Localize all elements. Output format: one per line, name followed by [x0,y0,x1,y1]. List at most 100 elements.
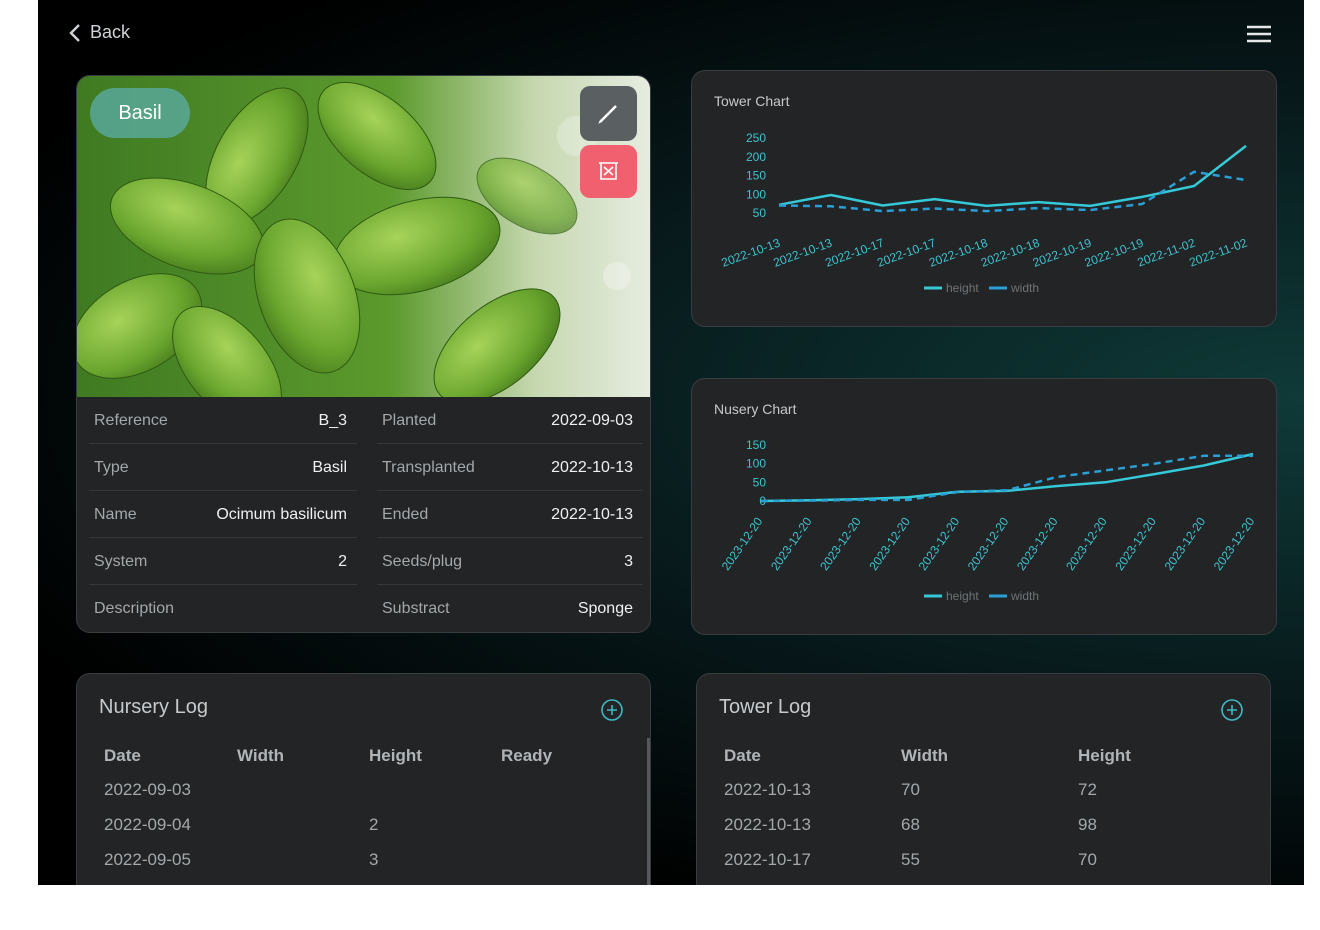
detail-value: Basil [312,459,347,476]
back-label: Back [90,22,131,42]
y-tick-label: 50 [753,206,767,220]
x-tick-label: 2022-10-17 [823,236,886,270]
x-tick-label: 2022-10-18 [927,236,990,270]
app: Back Basil Reference B_3 [38,0,1304,885]
column-header: Ready [501,746,553,765]
log-cell: 55 [901,850,920,869]
column-header: Width [901,746,949,765]
y-tick-label: 50 [753,475,767,489]
log-title: Nursery Log [99,696,208,718]
detail-label: Seeds/plug [382,553,463,570]
x-tick-label: 2023-12-20 [1162,514,1209,573]
log-cell: 70 [901,780,920,799]
y-tick-label: 100 [746,457,766,471]
log-cell: 2022-10-13 [724,815,811,834]
detail-value: B_3 [318,412,347,429]
detail-label: Substract [382,600,450,617]
log-cell: 68 [901,815,920,834]
detail-value: 2022-10-13 [551,459,633,476]
legend-label: width [1010,589,1039,603]
y-tick-label: 100 [746,187,766,201]
detail-value: 2022-10-13 [551,506,633,523]
log-cell: 3 [369,850,379,869]
x-tick-label: 2023-12-20 [916,514,963,573]
log-cell: 70 [1078,850,1097,869]
log-cell: 2 [369,815,379,834]
x-tick-label: 2022-11-02 [1187,236,1249,270]
legend-label: width [1010,281,1039,295]
x-tick-label: 2023-12-20 [1063,514,1110,573]
plant-tag: Basil [90,88,190,138]
column-header: Width [237,746,285,765]
x-tick-label: 2023-12-20 [817,514,864,573]
x-tick-label: 2023-12-20 [1112,514,1159,573]
chart-title: Tower Chart [714,93,790,109]
log-cell: 2022-10-13 [724,780,811,799]
detail-value: 3 [624,553,633,570]
x-tick-label: 2022-10-13 [771,236,834,270]
x-tick-label: 2023-12-20 [965,514,1012,573]
row-divider [89,490,357,491]
scrollbar [647,738,650,885]
log-cell: 2022-09-04 [104,815,191,834]
nursery-log: Nursery Log Date Width Height Ready 2022-09-0… [76,673,651,885]
detail-label: System [94,553,148,570]
y-tick-label: 200 [746,150,766,164]
detail-value: Sponge [577,600,633,617]
log-cell: 2022-09-03 [104,780,191,799]
row-divider [377,537,643,538]
detail-label: Planted [382,412,437,429]
chart-panel: Tower Chart 50 100 150 200 250 2022-10-13 2022-… [691,70,1277,327]
log-cell: 98 [1078,815,1097,834]
log-cell: 72 [1078,780,1097,799]
column-header: Date [104,746,141,765]
delete-button[interactable] [580,145,637,198]
y-tick-label: 250 [746,131,766,145]
plant-card: Basil Reference B_3 Planted 2022-09-03 Type B… [76,75,651,633]
column-header: Height [369,746,422,765]
x-tick-label: 2023-12-20 [1211,514,1258,573]
x-tick-label: 2022-10-13 [720,236,783,270]
detail-label: Type [94,459,129,476]
plant-photo [77,76,650,397]
x-tick-label: 2022-11-02 [1135,236,1197,270]
line-series [760,454,1253,503]
tower-log: Tower Log Date Width Height 2022-10-13 70 72 20… [696,673,1271,885]
detail-label: Reference [94,412,168,429]
y-tick-label: 150 [746,438,766,452]
x-tick-label: 2022-10-18 [979,236,1042,270]
detail-label: Description [94,600,175,617]
menu-button[interactable] [1245,24,1273,46]
back-icon [69,23,80,42]
x-tick-label: 2023-12-20 [866,514,913,573]
x-tick-label: 2022-10-19 [1031,236,1094,270]
x-tick-label: 2023-12-20 [719,514,766,573]
line-series [778,144,1247,208]
row-divider [89,584,357,585]
legend-label: height [946,281,979,295]
line-series [760,452,1254,503]
detail-value: 2 [338,553,347,570]
x-tick-label: 2023-12-20 [768,514,815,573]
detail-label: Transplanted [382,459,475,476]
x-tick-label: 2023-12-20 [1014,514,1061,573]
x-tick-label: 2022-10-17 [875,236,938,270]
detail-label: Ended [382,506,429,523]
back-button[interactable]: Back [68,22,130,43]
row-divider [89,537,357,538]
add-button[interactable] [600,698,624,722]
log-cell: 2022-10-17 [724,850,811,869]
column-header: Height [1078,746,1131,765]
log-title: Tower Log [719,696,812,718]
y-tick-label: 150 [746,169,766,183]
row-divider [377,443,643,444]
detail-value: 2022-09-03 [551,412,633,429]
add-button[interactable] [1220,698,1244,722]
column-header: Date [724,746,761,765]
row-divider [377,490,643,491]
line-series [778,170,1247,213]
chart-panel: Nusery Chart 0 50 100 150 2023-12-20 2023-12-2… [691,378,1277,635]
edit-button[interactable] [580,86,637,141]
